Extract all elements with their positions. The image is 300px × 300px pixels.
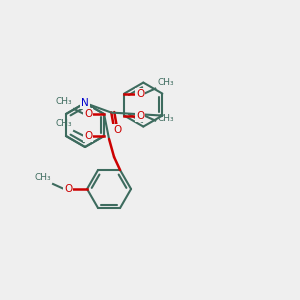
Text: O: O [136, 111, 144, 121]
Text: CH₃: CH₃ [56, 97, 72, 106]
Text: O: O [113, 125, 122, 135]
Text: N: N [81, 98, 89, 108]
Text: O: O [136, 88, 144, 99]
Text: CH₃: CH₃ [157, 114, 174, 123]
Text: CH₃: CH₃ [34, 173, 51, 182]
Text: O: O [64, 184, 72, 194]
Text: O: O [84, 131, 92, 141]
Text: CH₃: CH₃ [56, 119, 72, 128]
Text: O: O [84, 109, 92, 119]
Text: CH₃: CH₃ [157, 78, 174, 87]
